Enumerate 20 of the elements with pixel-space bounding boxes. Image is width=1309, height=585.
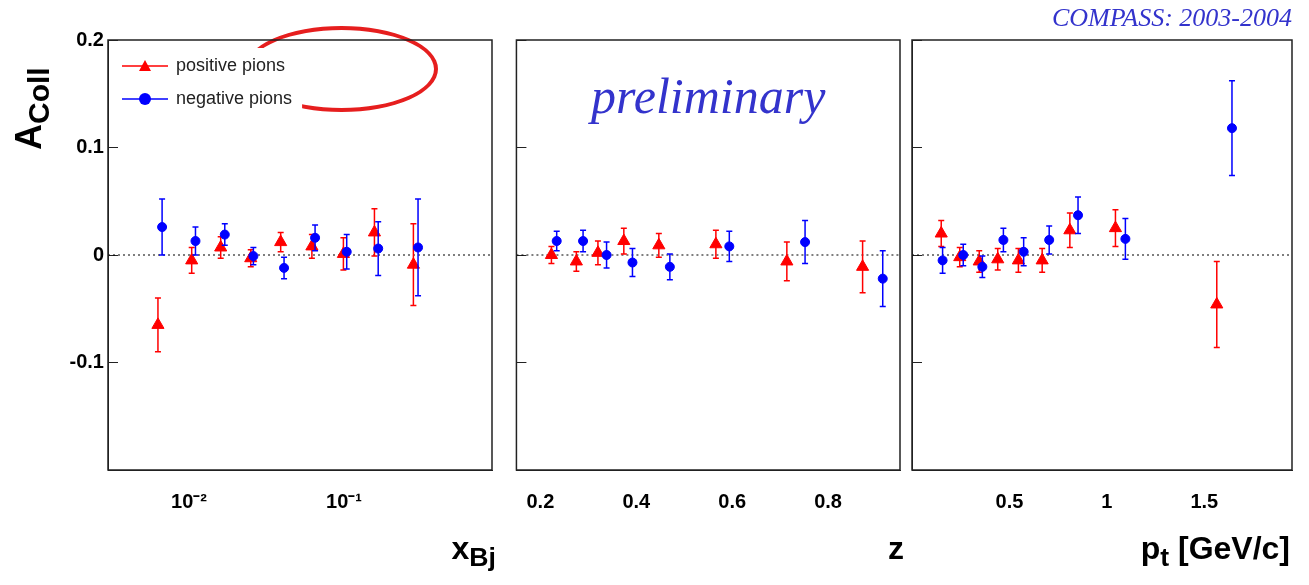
legend-label: positive pions	[176, 54, 286, 75]
x-tick-label: 10⁻¹	[326, 489, 363, 512]
x-tick-label: 1	[1101, 489, 1113, 512]
annotation: preliminary	[588, 68, 827, 125]
y-tick-label: 0.2	[76, 27, 104, 50]
y-tick-label: 0	[92, 242, 104, 265]
x-tick-label: 0.2	[526, 489, 555, 512]
legend-label: negative pions	[176, 87, 293, 108]
text: COMPASS: 2003-2004	[1051, 2, 1292, 32]
x-tick-label: 10⁻²	[171, 489, 208, 512]
x-tick-label: 0.6	[718, 489, 747, 512]
x-tick-label: 0.8	[814, 489, 842, 512]
x-axis-title: x$_{Bj}$	[451, 530, 496, 574]
x-tick-label: 0.5	[995, 489, 1024, 512]
y-tick-label: 0.1	[76, 135, 104, 158]
x-axis-title: p$_{t}$ [GeV/c]	[1140, 530, 1290, 574]
x-tick-label: 0.4	[622, 489, 652, 512]
x-axis-title: z	[888, 530, 904, 567]
y-tick-label: -0.1	[69, 350, 104, 373]
x-tick-label: 1.5	[1190, 489, 1219, 512]
